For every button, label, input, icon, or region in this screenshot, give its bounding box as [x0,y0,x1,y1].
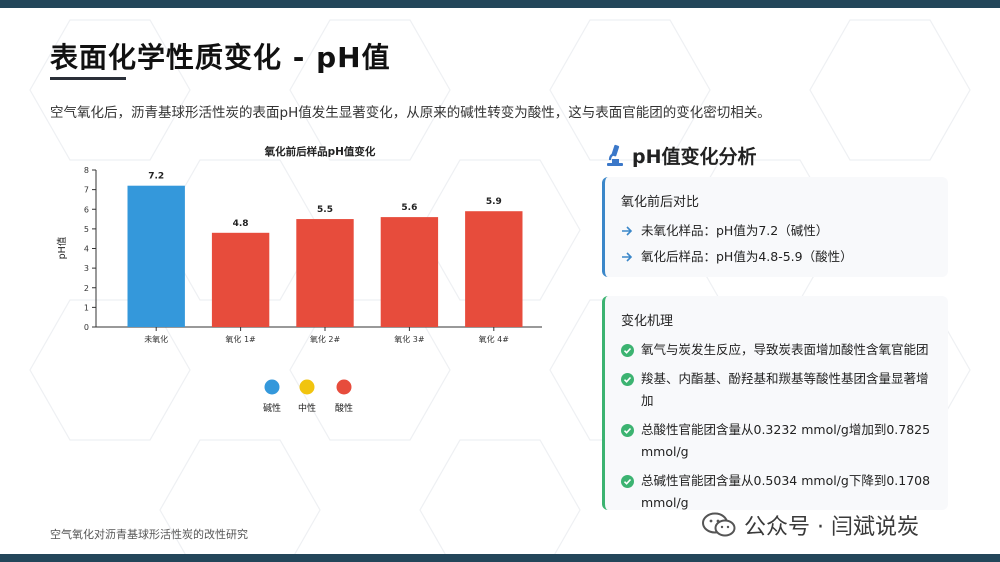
x-tick-label: 氧化 3# [394,334,425,344]
comparison-item-text: 未氧化样品：pH值为7.2（碱性） [641,223,829,238]
list-item: 未氧化样品：pH值为7.2（碱性） [621,220,934,242]
legend-label: 碱性 [263,402,281,414]
mechanism-item-text: 羧基、内酯基、酚羟基和羰基等酸性基团含量显著增加 [641,371,929,408]
list-item: 氧化后样品：pH值为4.8-5.9（酸性） [621,246,934,268]
y-tick-label: 8 [84,166,89,175]
x-tick-label: 氧化 1# [225,334,256,344]
microscope-icon [607,144,623,166]
y-tick-label: 0 [84,323,89,332]
y-tick-label: 3 [84,264,89,273]
y-axis-label: pH值 [56,236,68,259]
bar [296,219,354,327]
header-accent-bar [0,0,1000,8]
mechanism-item-text: 氧气与炭发生反应，导致炭表面增加酸性含氧官能团 [641,342,929,357]
check-circle-icon [621,339,637,361]
check-circle-icon [621,470,637,492]
y-tick-label: 6 [84,205,89,214]
mechanism-item-text: 总碱性官能团含量从0.5034 mmol/g下降到0.1708 mmol/g [641,473,931,510]
comparison-card: 氧化前后对比 未氧化样品：pH值为7.2（碱性） 氧化后样品：pH值为4.8-5… [602,177,948,277]
bar-value-label: 5.6 [401,203,417,213]
ph-bar-chart: 氧化前后样品pH值变化 pH值 0 1 2 3 4 5 6 7 8 7.2 4.8 5.5 5.6 5.… [56,145,542,414]
list-item: 总碱性官能团含量从0.5034 mmol/g下降到0.1708 mmol/g [621,470,934,514]
list-item: 氧气与炭发生反应，导致炭表面增加酸性含氧官能团 [621,339,934,361]
bar [127,185,185,327]
arrow-right-icon [621,220,637,242]
analysis-title: pH值变化分析 [604,142,757,169]
y-tick-label: 2 [84,284,89,293]
x-tick-label: 未氧化 [144,334,168,344]
y-tick-label: 5 [84,225,89,234]
legend-marker [336,379,352,395]
bar-value-label: 7.2 [148,172,164,182]
arrow-right-icon [621,246,637,268]
bar-value-label: 4.8 [233,219,249,229]
watermark-text: 公众号 · 闫斌说炭 [744,515,919,540]
legend-label: 中性 [298,402,316,414]
wechat-watermark: 公众号 · 闫斌说炭 [702,509,919,541]
page-title: 表面化学性质变化 - pH值 [50,41,391,74]
list-item: 总酸性官能团含量从0.3232 mmol/g增加到0.7825 mmol/g [621,419,934,463]
bar [465,211,523,327]
x-tick-label: 氧化 2# [310,334,341,344]
y-tick-label: 1 [84,303,89,312]
footer-caption: 空气氧化对沥青基球形活性炭的改性研究 [50,528,248,541]
mechanism-card: 变化机理 氧气与炭发生反应，导致炭表面增加酸性含氧官能团 羧基、内酯基、酚羟基和… [602,296,948,510]
wechat-logo-icon [702,512,736,537]
y-tick-label: 4 [84,245,89,254]
legend-marker [299,379,315,395]
check-circle-icon [621,368,637,390]
legend-label: 酸性 [335,402,353,414]
bar-value-label: 5.5 [317,205,333,215]
chart-title: 氧化前后样品pH值变化 [264,145,376,158]
analysis-title-text: pH值变化分析 [632,146,757,168]
bar [380,217,439,327]
mechanism-heading: 变化机理 [621,314,674,329]
check-circle-icon [621,419,637,441]
y-tick-label: 7 [84,186,89,195]
mechanism-item-text: 总酸性官能团含量从0.3232 mmol/g增加到0.7825 mmol/g [641,422,931,459]
comparison-heading: 氧化前后对比 [621,195,700,210]
x-tick-label: 氧化 4# [479,334,510,344]
list-item: 羧基、内酯基、酚羟基和羰基等酸性基团含量显著增加 [621,368,934,412]
comparison-item-text: 氧化后样品：pH值为4.8-5.9（酸性） [641,249,853,264]
legend-marker [264,379,280,395]
page-subtitle: 空气氧化后，沥青基球形活性炭的表面pH值发生显著变化，从原来的碱性转变为酸性，这… [50,105,771,121]
title-underline [50,77,126,80]
footer-accent-bar [0,554,1000,562]
bar [211,232,270,327]
bar-value-label: 5.9 [486,197,502,207]
